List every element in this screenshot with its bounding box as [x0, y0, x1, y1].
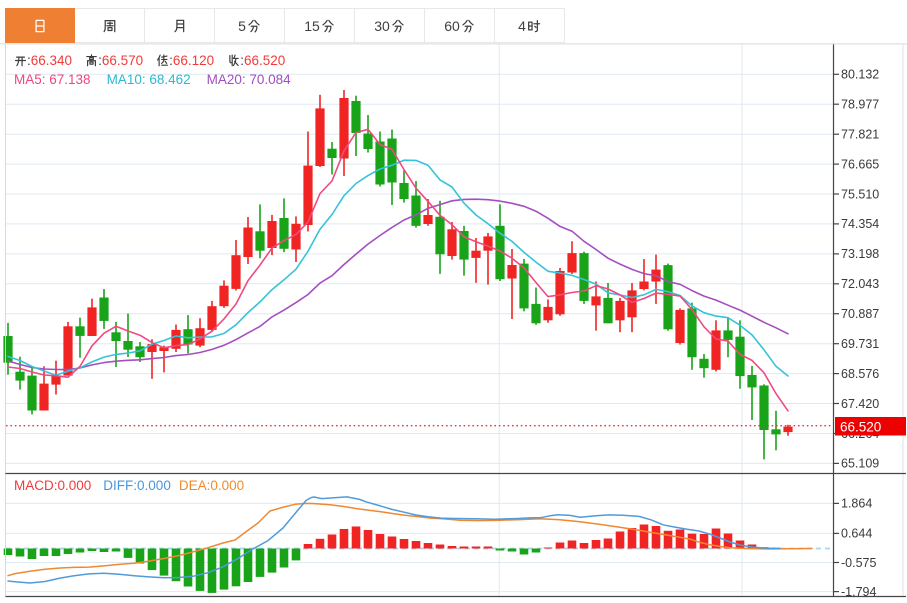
svg-text:74.354: 74.354 [841, 217, 879, 231]
svg-text:69.731: 69.731 [841, 337, 879, 351]
svg-text:-1.794: -1.794 [841, 585, 876, 599]
svg-text:67.420: 67.420 [841, 397, 879, 411]
svg-text:75.510: 75.510 [841, 187, 879, 201]
svg-text:76.665: 76.665 [841, 157, 879, 171]
svg-text:68.576: 68.576 [841, 367, 879, 381]
svg-text:1.864: 1.864 [841, 497, 872, 511]
svg-text:77.821: 77.821 [841, 128, 879, 142]
svg-text:73.198: 73.198 [841, 247, 879, 261]
svg-text:65.109: 65.109 [841, 457, 879, 471]
svg-text:66.520: 66.520 [840, 420, 881, 435]
svg-text:0.644: 0.644 [841, 527, 872, 541]
svg-text:-0.575: -0.575 [841, 556, 876, 570]
svg-text:72.043: 72.043 [841, 277, 879, 291]
svg-text:78.977: 78.977 [841, 98, 879, 112]
svg-text:80.132: 80.132 [841, 68, 879, 82]
svg-text:70.887: 70.887 [841, 307, 879, 321]
